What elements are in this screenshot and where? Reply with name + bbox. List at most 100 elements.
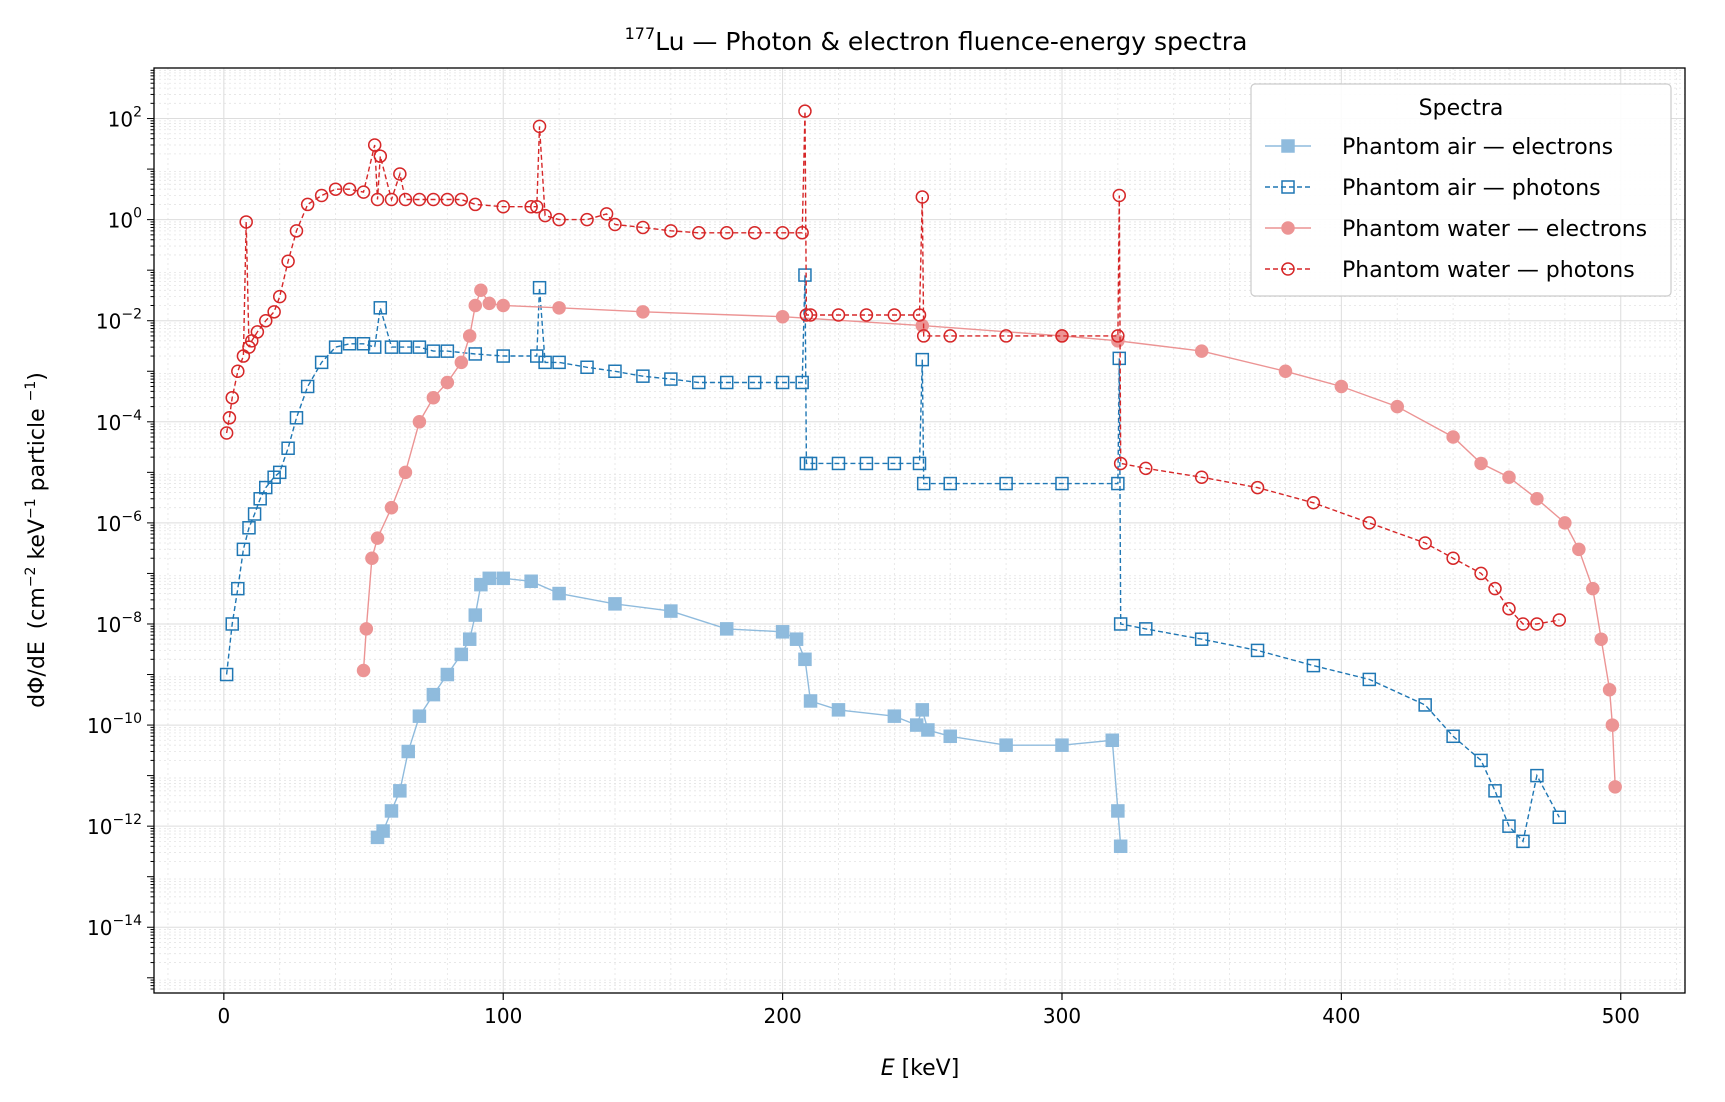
data-point	[1194, 470, 1209, 484]
data-point	[412, 709, 427, 723]
data-point	[342, 182, 357, 196]
data-point	[440, 192, 455, 207]
data-point	[289, 224, 304, 238]
data-point	[496, 298, 510, 313]
data-point	[608, 364, 622, 379]
data-point	[231, 364, 245, 379]
data-point	[580, 212, 594, 227]
data-point	[300, 379, 315, 394]
y-tick-label: 10−8	[96, 610, 142, 637]
data-point	[1516, 617, 1530, 631]
data-point	[636, 305, 650, 319]
y-tick-base: 10	[96, 613, 121, 637]
y-axis-label-unit2: keV	[25, 519, 50, 567]
data-point	[999, 738, 1013, 752]
data-point	[365, 551, 379, 565]
data-point	[272, 465, 287, 480]
data-point	[1474, 566, 1488, 581]
data-point	[1105, 733, 1120, 748]
legend-item: Phantom air — electrons	[1265, 135, 1613, 160]
legend-box	[1250, 83, 1672, 297]
data-point	[289, 411, 304, 425]
y-tick-exponent: −4	[121, 408, 142, 424]
data-point	[393, 167, 407, 181]
data-point	[239, 215, 253, 229]
y-tick-exponent: −14	[112, 913, 142, 929]
data-point	[462, 329, 477, 343]
data-point	[328, 340, 343, 354]
data-point	[272, 289, 287, 304]
y-tick-exponent: −12	[112, 812, 142, 828]
data-point	[376, 824, 390, 838]
x-tick-label: 300	[1043, 1004, 1081, 1028]
y-axis-label-sup1: −2	[23, 567, 39, 588]
data-point	[1139, 622, 1153, 636]
series-0	[370, 571, 1128, 854]
y-axis-label: dΦ/dE(cm−2 keV−1 particle −1)	[23, 372, 50, 708]
data-point	[916, 329, 931, 343]
data-point	[412, 415, 427, 429]
data-point	[373, 149, 388, 163]
data-point	[887, 709, 902, 723]
data-point	[1530, 617, 1544, 631]
y-tick-exponent: −10	[112, 711, 142, 727]
y-tick-label: 10−4	[96, 408, 142, 435]
legend-label: Phantom air — electrons	[1342, 135, 1613, 160]
data-point	[440, 375, 455, 390]
data-point	[398, 340, 413, 354]
data-point	[538, 355, 552, 370]
data-point	[775, 226, 790, 240]
data-point	[1111, 476, 1125, 491]
data-point	[247, 507, 262, 521]
series-3	[219, 104, 1567, 631]
series-line	[376, 577, 1122, 847]
y-axis-label-unit3: particle	[25, 401, 50, 498]
data-point	[538, 208, 552, 223]
data-point	[401, 744, 415, 759]
data-point	[1552, 810, 1567, 825]
data-point	[599, 207, 614, 221]
data-point	[1446, 430, 1460, 444]
y-tick-exponent: −8	[121, 610, 142, 626]
data-point	[328, 182, 343, 196]
data-point	[250, 325, 265, 339]
y-tick-label: 102	[108, 105, 142, 132]
data-point	[1530, 492, 1544, 506]
data-point	[1390, 399, 1404, 414]
data-point	[692, 226, 706, 240]
x-tick-label: 0	[217, 1004, 230, 1028]
data-point	[608, 597, 622, 611]
data-point	[1250, 480, 1265, 495]
data-point	[798, 268, 812, 282]
data-point	[384, 500, 399, 515]
y-tick-label: 10−2	[96, 307, 142, 334]
data-point	[859, 308, 874, 322]
data-point	[426, 344, 441, 358]
data-point	[225, 617, 239, 631]
data-point	[384, 804, 399, 818]
data-point	[468, 347, 483, 361]
data-point	[440, 344, 455, 358]
data-point	[426, 390, 441, 405]
data-point	[1112, 351, 1127, 366]
data-point	[314, 355, 329, 370]
data-point	[915, 352, 930, 367]
data-point	[775, 309, 790, 324]
data-point	[454, 647, 469, 662]
data-point	[412, 340, 427, 354]
data-point	[367, 138, 382, 152]
data-point	[267, 305, 281, 319]
data-point	[1418, 536, 1432, 550]
data-point	[887, 308, 902, 322]
data-point	[496, 349, 510, 363]
data-point	[1572, 542, 1586, 557]
y-tick-base: 10	[96, 310, 121, 334]
data-point	[454, 192, 469, 207]
y-axis-label-close: )	[25, 372, 50, 381]
data-point	[831, 456, 846, 471]
data-point	[373, 301, 388, 315]
y-axis-label-sup3: −1	[23, 381, 39, 402]
data-point	[831, 308, 846, 322]
data-point	[916, 476, 931, 491]
